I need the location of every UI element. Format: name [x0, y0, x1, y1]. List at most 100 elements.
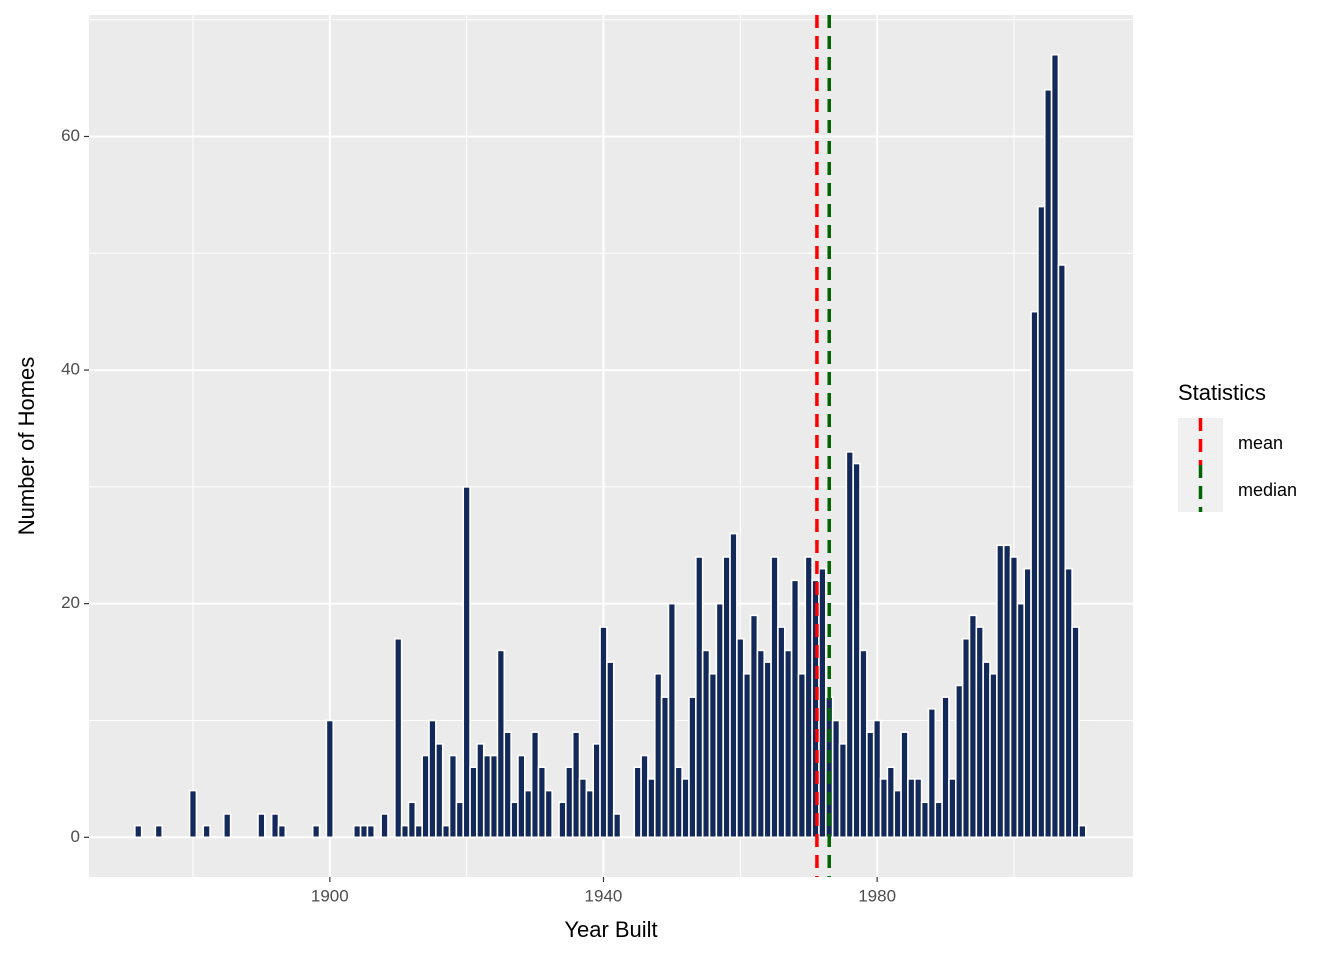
legend-label: median — [1238, 480, 1297, 500]
bar — [1037, 205, 1046, 839]
bar — [400, 824, 410, 839]
bar — [736, 637, 745, 839]
bar — [544, 789, 553, 839]
bar — [599, 626, 608, 839]
bar — [1071, 626, 1080, 839]
y-axis-title: Number of Homes — [14, 357, 39, 536]
bar — [872, 719, 882, 839]
bar — [222, 813, 232, 839]
bar — [510, 801, 519, 839]
bar — [455, 801, 465, 839]
y-tick-label: 20 — [61, 593, 80, 612]
bar — [435, 743, 444, 839]
bar — [606, 661, 615, 839]
bar — [1016, 602, 1026, 839]
bar — [571, 731, 581, 839]
bar — [394, 637, 403, 839]
bar — [489, 754, 499, 839]
bar — [202, 824, 211, 839]
bar — [311, 824, 321, 839]
y-tick-label: 40 — [61, 360, 80, 379]
bar — [913, 778, 923, 839]
bar — [523, 789, 533, 839]
bar — [558, 801, 567, 839]
bar — [681, 778, 690, 839]
bar — [428, 719, 437, 839]
bar — [257, 813, 266, 839]
bar — [476, 743, 485, 839]
bar — [866, 731, 875, 839]
legend-label: mean — [1238, 433, 1283, 453]
bar — [941, 696, 950, 839]
bar — [414, 824, 423, 839]
bar — [612, 813, 622, 839]
bar — [496, 649, 506, 839]
bar — [1043, 88, 1053, 839]
bar — [729, 532, 738, 839]
bar — [366, 824, 376, 839]
bar — [859, 649, 868, 839]
bar — [777, 626, 786, 839]
bar — [653, 672, 663, 839]
bar — [503, 731, 512, 839]
bar — [633, 766, 642, 839]
bar — [578, 778, 588, 839]
bar — [989, 672, 998, 839]
bar — [920, 801, 930, 839]
bar — [270, 813, 280, 839]
bar — [537, 766, 547, 839]
bar — [797, 672, 807, 839]
bar — [763, 661, 772, 839]
bar — [770, 556, 779, 839]
bar — [715, 602, 724, 839]
bar — [907, 778, 916, 839]
bar — [934, 801, 943, 839]
bar — [722, 556, 731, 839]
bar — [818, 567, 827, 839]
bar — [688, 696, 697, 839]
legend: Statistics mean median — [1178, 380, 1297, 512]
bar — [886, 766, 896, 839]
bar — [1057, 264, 1067, 839]
bar — [407, 801, 417, 839]
x-tick-label: 1980 — [858, 886, 896, 905]
bar — [996, 544, 1005, 839]
bar — [1023, 567, 1032, 839]
bar — [695, 556, 704, 839]
bar — [1050, 53, 1060, 839]
y-tick-label: 60 — [61, 126, 80, 145]
bar — [448, 754, 458, 839]
bar — [469, 766, 478, 839]
bar — [421, 754, 430, 839]
bar — [790, 579, 800, 839]
bar — [277, 824, 287, 839]
legend-title: Statistics — [1178, 380, 1266, 405]
bar — [325, 719, 335, 839]
bar — [742, 672, 752, 839]
marks — [134, 15, 1087, 877]
x-tick-label: 1900 — [311, 886, 349, 905]
bar — [961, 637, 971, 839]
bar — [667, 602, 677, 839]
bar — [955, 684, 964, 839]
bar — [927, 708, 937, 839]
bar — [530, 731, 540, 839]
bar — [585, 789, 595, 839]
bar — [1078, 824, 1087, 839]
bar — [592, 743, 601, 839]
bar — [852, 462, 861, 839]
bar — [482, 754, 492, 839]
bar — [893, 789, 902, 839]
bar — [701, 649, 711, 839]
bar — [380, 813, 389, 839]
bar — [1064, 567, 1073, 839]
bar — [879, 778, 889, 839]
bar — [640, 754, 649, 839]
bar — [756, 649, 766, 839]
x-tick-label: 1940 — [585, 886, 623, 905]
bar — [708, 672, 718, 839]
bar — [1030, 310, 1039, 839]
bar — [154, 824, 164, 839]
bar — [749, 614, 759, 839]
